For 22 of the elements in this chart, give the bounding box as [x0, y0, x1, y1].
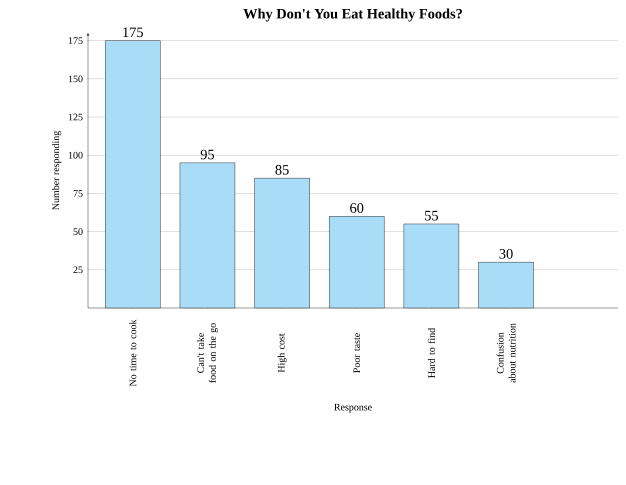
y-tick-label: 175 — [68, 37, 83, 44]
data-label: 85 — [275, 164, 289, 175]
x-tick-label: Hard to find — [428, 328, 435, 378]
x-tick-label: Can't take food on the go — [196, 323, 218, 383]
y-tick-label: 100 — [68, 152, 83, 159]
data-label: 95 — [200, 150, 214, 160]
x-tick-label: High cost — [278, 333, 287, 372]
y-tick-label: 25 — [73, 266, 83, 274]
y-tick-label: 125 — [68, 114, 83, 120]
chart-title: Why Don't You Eat Healthy Foods? — [243, 8, 462, 22]
x-tick-label: Poor taste — [353, 333, 360, 373]
x-tick-label: Confusion about nutrition — [496, 323, 516, 383]
data-label: 175 — [123, 28, 143, 38]
data-label: 55 — [425, 210, 438, 220]
x-axis-title: Response — [334, 404, 372, 413]
data-label: 60 — [350, 203, 364, 213]
y-tick-label: 75 — [74, 190, 83, 197]
x-tick-label: No time to cook — [129, 320, 136, 386]
data-label: 30 — [500, 248, 513, 259]
y-tick-label: 50 — [74, 228, 83, 235]
y-tick-label: 150 — [68, 75, 83, 82]
y-axis-title: Number responding — [52, 130, 62, 210]
